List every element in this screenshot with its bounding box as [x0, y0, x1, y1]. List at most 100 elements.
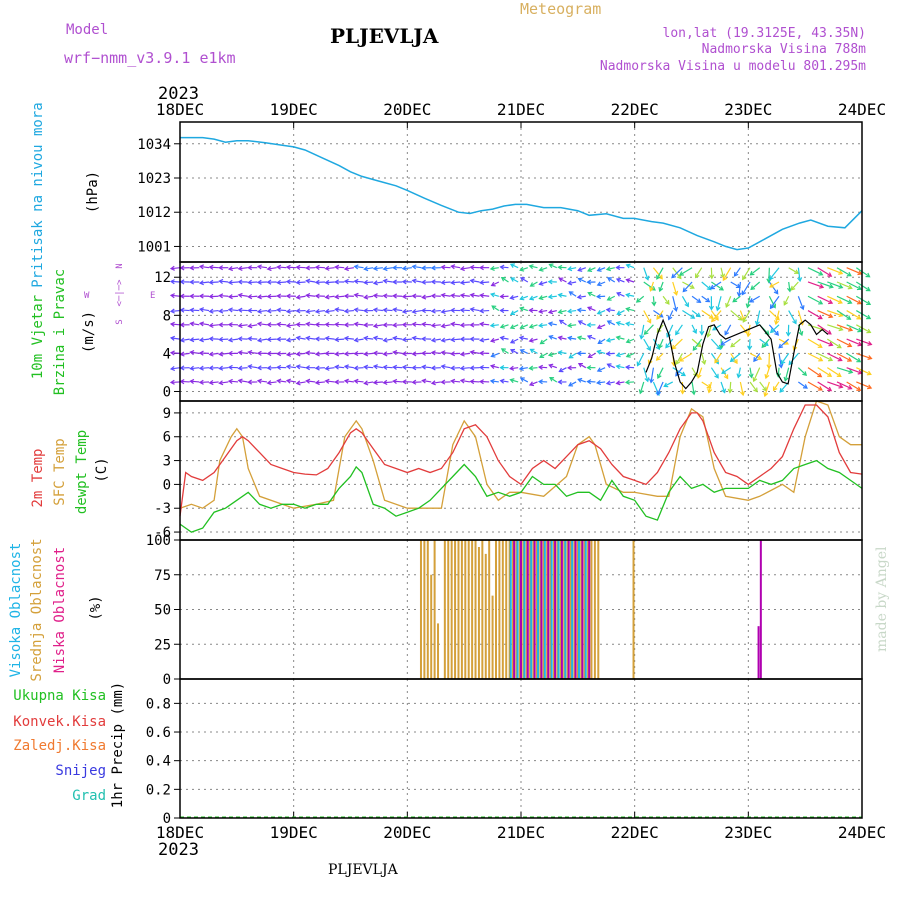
wind-arrowhead	[826, 329, 832, 335]
wind-arrow	[817, 281, 833, 288]
wind-arrowhead	[440, 337, 446, 343]
wind-arrowhead	[479, 379, 484, 385]
wind-arrowhead	[665, 343, 670, 349]
ytick-label: 25	[154, 637, 171, 653]
wind-arrow	[510, 379, 519, 383]
cloud-label-high: Visoka Oblacnost	[8, 543, 24, 678]
wind-arrow	[836, 367, 853, 373]
ytick-label: 0.2	[146, 782, 171, 798]
wind-arrowhead	[450, 351, 456, 357]
wind-arrow	[470, 294, 480, 297]
wind-arrowhead	[597, 339, 603, 344]
wind-arrow	[644, 324, 654, 335]
wind-arrowhead	[401, 265, 407, 271]
wind-arrowhead	[276, 336, 282, 342]
wind-arrowhead	[783, 300, 789, 306]
wind-arrowhead	[266, 380, 272, 386]
wind-arrow	[558, 336, 567, 340]
wind-arrowhead	[596, 310, 602, 315]
wind-arrow	[587, 335, 596, 340]
wind-arrowhead	[256, 294, 262, 300]
wind-arrowhead	[479, 350, 484, 356]
wind-arrowhead	[459, 336, 465, 342]
wind-arrowhead	[528, 307, 534, 313]
wind-arrowhead	[867, 341, 873, 346]
wind-arrow	[190, 322, 200, 326]
wind-compass-n: N	[115, 263, 125, 268]
wind-arrowhead	[430, 322, 436, 328]
wind-arrowhead	[856, 386, 862, 391]
wind-arrowhead	[769, 283, 775, 288]
wind-arrowhead	[528, 264, 534, 270]
year-bottom: 2023	[158, 840, 199, 860]
precip-legend-conv: Konvek.Kisa	[13, 714, 106, 730]
wind-arrow	[470, 308, 480, 312]
wind-arrow	[373, 365, 383, 369]
wind-arrowhead	[684, 302, 689, 308]
wind-arrowhead	[459, 351, 465, 357]
wind-arrowhead	[276, 307, 282, 313]
wind-arrow	[807, 281, 824, 288]
wind-arrowhead	[208, 351, 214, 357]
wind-arrow	[643, 338, 651, 351]
wind-arrowhead	[753, 387, 758, 393]
wind-arrow	[836, 267, 852, 277]
wind-arrowhead	[625, 338, 631, 344]
wind-arrow	[666, 324, 674, 338]
wind-arrowhead	[538, 308, 544, 314]
wind-arrow	[470, 351, 480, 354]
ytick-label: 8	[163, 308, 171, 324]
model-value: wrf−nmm_v3.9.1 e1km	[64, 49, 236, 67]
wind-arrowhead	[577, 362, 583, 368]
wind-arrow	[431, 351, 441, 354]
wind-arrowhead	[430, 293, 436, 299]
wind-arrowhead	[372, 364, 378, 370]
wind-arrow	[827, 324, 843, 331]
wind-arrow	[597, 310, 606, 315]
wind-arrowhead	[656, 390, 662, 396]
wind-arrow	[817, 381, 832, 392]
wind-arrowhead	[689, 284, 695, 289]
wind-arrow	[626, 338, 635, 343]
wind-arrow	[741, 281, 751, 295]
wind-arrow	[568, 337, 577, 340]
wind-arrow	[364, 267, 374, 270]
wind-arrowhead	[639, 334, 645, 340]
wind-arrowhead	[635, 298, 641, 303]
wind-arrowhead	[727, 388, 733, 394]
wind-arrowhead	[769, 275, 774, 281]
wind-arrow	[836, 295, 852, 304]
wind-arrowhead	[586, 365, 592, 371]
wind-arrow	[681, 295, 689, 307]
wind-arrow	[460, 352, 470, 356]
wind-arrowhead	[625, 306, 631, 312]
wind-arrowhead	[372, 265, 378, 271]
wind-arrow	[539, 366, 548, 369]
wind-arrowhead	[450, 264, 456, 270]
wind-arrow	[257, 309, 268, 313]
wind-arrowhead	[557, 292, 563, 298]
wind-arrow	[315, 266, 325, 269]
wind-arrow	[190, 367, 200, 370]
wind-arrowhead	[658, 286, 664, 293]
wind-arrowhead	[305, 308, 311, 314]
pressure-unit: (hPa)	[85, 171, 101, 213]
wind-arrowhead	[421, 378, 427, 384]
wind-arrow	[640, 324, 645, 339]
wind-arrow	[606, 267, 615, 271]
wind-arrow	[616, 322, 625, 326]
wind-arrowhead	[169, 279, 175, 285]
wind-arrowhead	[440, 308, 446, 315]
wind-arrowhead	[528, 295, 535, 301]
wind-arrow	[190, 380, 200, 383]
wind-arrow	[460, 367, 470, 370]
wind-arrow	[691, 381, 695, 395]
wind-arrowhead	[749, 270, 755, 276]
wind-arrowhead	[509, 378, 515, 384]
wind-arrow	[679, 352, 693, 362]
wind-arrowhead	[382, 278, 388, 284]
panel-frame	[179, 678, 863, 819]
wind-arrowhead	[189, 350, 195, 356]
wind-arrowhead	[237, 365, 243, 371]
wind-arrowhead	[459, 307, 465, 313]
